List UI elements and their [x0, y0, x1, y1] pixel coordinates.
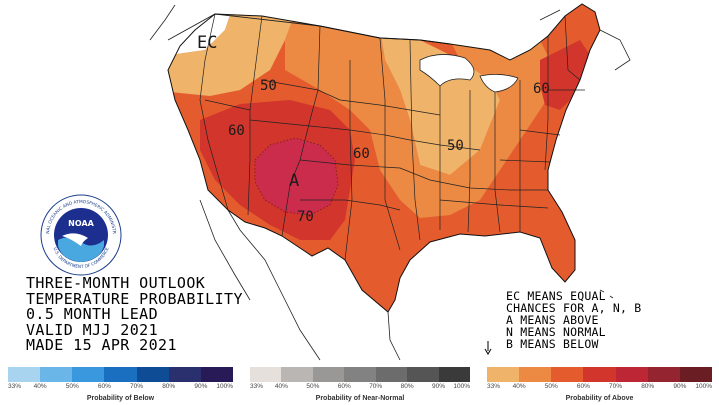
- contour-label-50-central: 50: [447, 138, 464, 154]
- arrow-icon: [484, 341, 492, 355]
- scale-swatch: [519, 367, 552, 382]
- great-lakes: [419, 54, 475, 87]
- scale-near-normal-ticks: 33% 40% 50% 60% 70% 80% 90% 100%: [250, 383, 470, 393]
- scale-above: [487, 367, 712, 382]
- scale-swatch: [168, 367, 201, 382]
- title-line-1: THREE-MONTH OUTLOOK: [26, 274, 206, 292]
- scale-swatch: [615, 367, 648, 382]
- legend-text-block: EC MEANS EQUAL CHANCES FOR A, N, B A MEA…: [506, 290, 641, 350]
- scale-tick-label: 90%: [673, 383, 687, 390]
- scale-tick-label: 60%: [337, 383, 351, 390]
- great-lakes-east: [479, 74, 519, 93]
- scale-swatch: [104, 367, 137, 382]
- scale-near-normal-title: Probability of Near-Normal: [315, 395, 405, 402]
- scale-tick-label: 100%: [453, 383, 470, 390]
- scale-swatch: [647, 367, 680, 382]
- scale-swatch: [375, 367, 408, 382]
- above-33-zone-northwest: [168, 4, 300, 96]
- contour-label-60-central: 60: [353, 146, 370, 162]
- title-line-4: VALID MJJ 2021: [26, 320, 159, 339]
- contour-label-60-east: 60: [533, 81, 550, 97]
- scale-tick-label: 80%: [162, 383, 176, 390]
- scale-tick-label: 40%: [274, 383, 288, 390]
- contour-label-50-nw: 50: [260, 78, 277, 94]
- above-60-zone-northeast: [540, 40, 590, 110]
- us-outline: [167, 3, 601, 313]
- scale-swatch: [344, 367, 376, 382]
- scale-tick-label: 50%: [544, 383, 558, 390]
- bahamas: [599, 289, 614, 299]
- scale-swatch: [551, 367, 584, 382]
- scale-swatch: [679, 367, 712, 382]
- scale-swatch: [281, 367, 313, 382]
- scale-tick-label: 40%: [512, 383, 526, 390]
- scale-above-ticks: 33% 40% 50% 60% 70% 80% 90% 100%: [487, 383, 712, 393]
- scale-swatch: [200, 367, 233, 382]
- scale-tick-label: 80%: [400, 383, 414, 390]
- title-line-5: MADE 15 APR 2021: [26, 336, 177, 354]
- noaa-logo: NATIONAL OCEANIC AND ATMOSPHERIC ADMINIS…: [40, 194, 122, 276]
- scale-swatch: [72, 367, 105, 382]
- scale-tick-label: 50%: [306, 383, 320, 390]
- scale-swatch: [438, 367, 470, 382]
- scale-swatch: [407, 367, 439, 382]
- scale-tick-label: 70%: [609, 383, 623, 390]
- canada-coastline: [149, 4, 631, 71]
- above-70-zone: [255, 138, 338, 215]
- scale-tick-label: 50%: [65, 383, 79, 390]
- scale-swatch: [136, 367, 169, 382]
- scale-swatch: [8, 367, 41, 382]
- contour-label-70: 70: [297, 209, 314, 225]
- scale-tick-label: 90%: [194, 383, 208, 390]
- scale-swatch: [40, 367, 73, 382]
- state-boundaries: [199, 13, 585, 261]
- legend-line-1: EC MEANS EQUAL: [506, 289, 606, 303]
- above-40-zone: [285, 4, 560, 218]
- mexico-coastline: [199, 199, 401, 361]
- scale-swatch: [583, 367, 616, 382]
- above-label: A: [289, 171, 299, 191]
- scale-near-normal: [250, 367, 470, 382]
- ec-label: EC: [197, 33, 217, 53]
- scale-tick-label: 100%: [216, 383, 233, 390]
- scale-swatch: [312, 367, 345, 382]
- scale-tick-label: 80%: [641, 383, 655, 390]
- title-line-3: 0.5 MONTH LEAD: [26, 305, 159, 323]
- scale-tick-label: 33%: [250, 383, 264, 390]
- legend-line-4: N MEANS NORMAL: [506, 325, 606, 339]
- scale-tick-label: 33%: [8, 383, 22, 390]
- scale-above-title: Probability of Above: [565, 395, 634, 402]
- scale-tick-label: 40%: [33, 383, 47, 390]
- scale-swatch: [487, 367, 520, 382]
- scale-below-title: Probability of Below: [86, 395, 155, 402]
- noaa-logo-text: NOAA: [68, 219, 94, 228]
- legend-line-2: CHANCES FOR A, N, B: [506, 301, 642, 315]
- scale-swatch: [250, 367, 282, 382]
- scale-tick-label: 33%: [487, 383, 501, 390]
- scale-tick-label: 100%: [695, 383, 712, 390]
- contour-70: [254, 137, 339, 216]
- scale-tick-label: 90%: [432, 383, 446, 390]
- scale-tick-label: 70%: [130, 383, 144, 390]
- scale-tick-label: 60%: [97, 383, 111, 390]
- scale-tick-label: 60%: [576, 383, 590, 390]
- scale-below-ticks: 33% 40% 50% 60% 70% 80% 90% 100%: [8, 383, 233, 393]
- legend-line-3: A MEANS ABOVE: [506, 313, 599, 327]
- title-block: THREE-MONTH OUTLOOK TEMPERATURE PROBABIL…: [26, 274, 243, 354]
- title-line-2: TEMPERATURE PROBABILITY: [26, 289, 243, 308]
- contour-label-60-west: 60: [228, 123, 245, 139]
- legend-line-5: B MEANS BELOW: [506, 337, 599, 351]
- scale-tick-label: 70%: [369, 383, 383, 390]
- scale-below: [8, 367, 233, 382]
